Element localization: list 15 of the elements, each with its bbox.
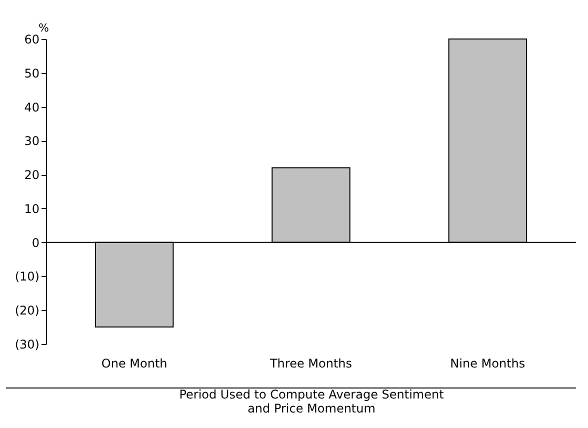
y-tick-label: 30 [24, 134, 40, 148]
y-tick-label: 20 [24, 168, 40, 182]
y-tick-label: (10) [14, 270, 40, 284]
x-tick-label: Three Months [268, 356, 352, 370]
y-axis-title: % [38, 22, 49, 34]
y-tick-label: 10 [24, 202, 40, 216]
y-tick-label: (30) [14, 338, 40, 352]
x-tick-label: Nine Months [450, 356, 526, 370]
y-tick-label: 0 [32, 236, 40, 250]
y-tick-label: 40 [24, 100, 40, 114]
x-axis-title: Period Used to Compute Average Sentiment and Price Momentum [179, 388, 444, 416]
y-tick-label: 50 [24, 66, 40, 80]
y-tick-label: (20) [14, 304, 40, 318]
x-tick-label: One Month [101, 356, 168, 370]
y-tick-label: 60 [24, 32, 40, 46]
